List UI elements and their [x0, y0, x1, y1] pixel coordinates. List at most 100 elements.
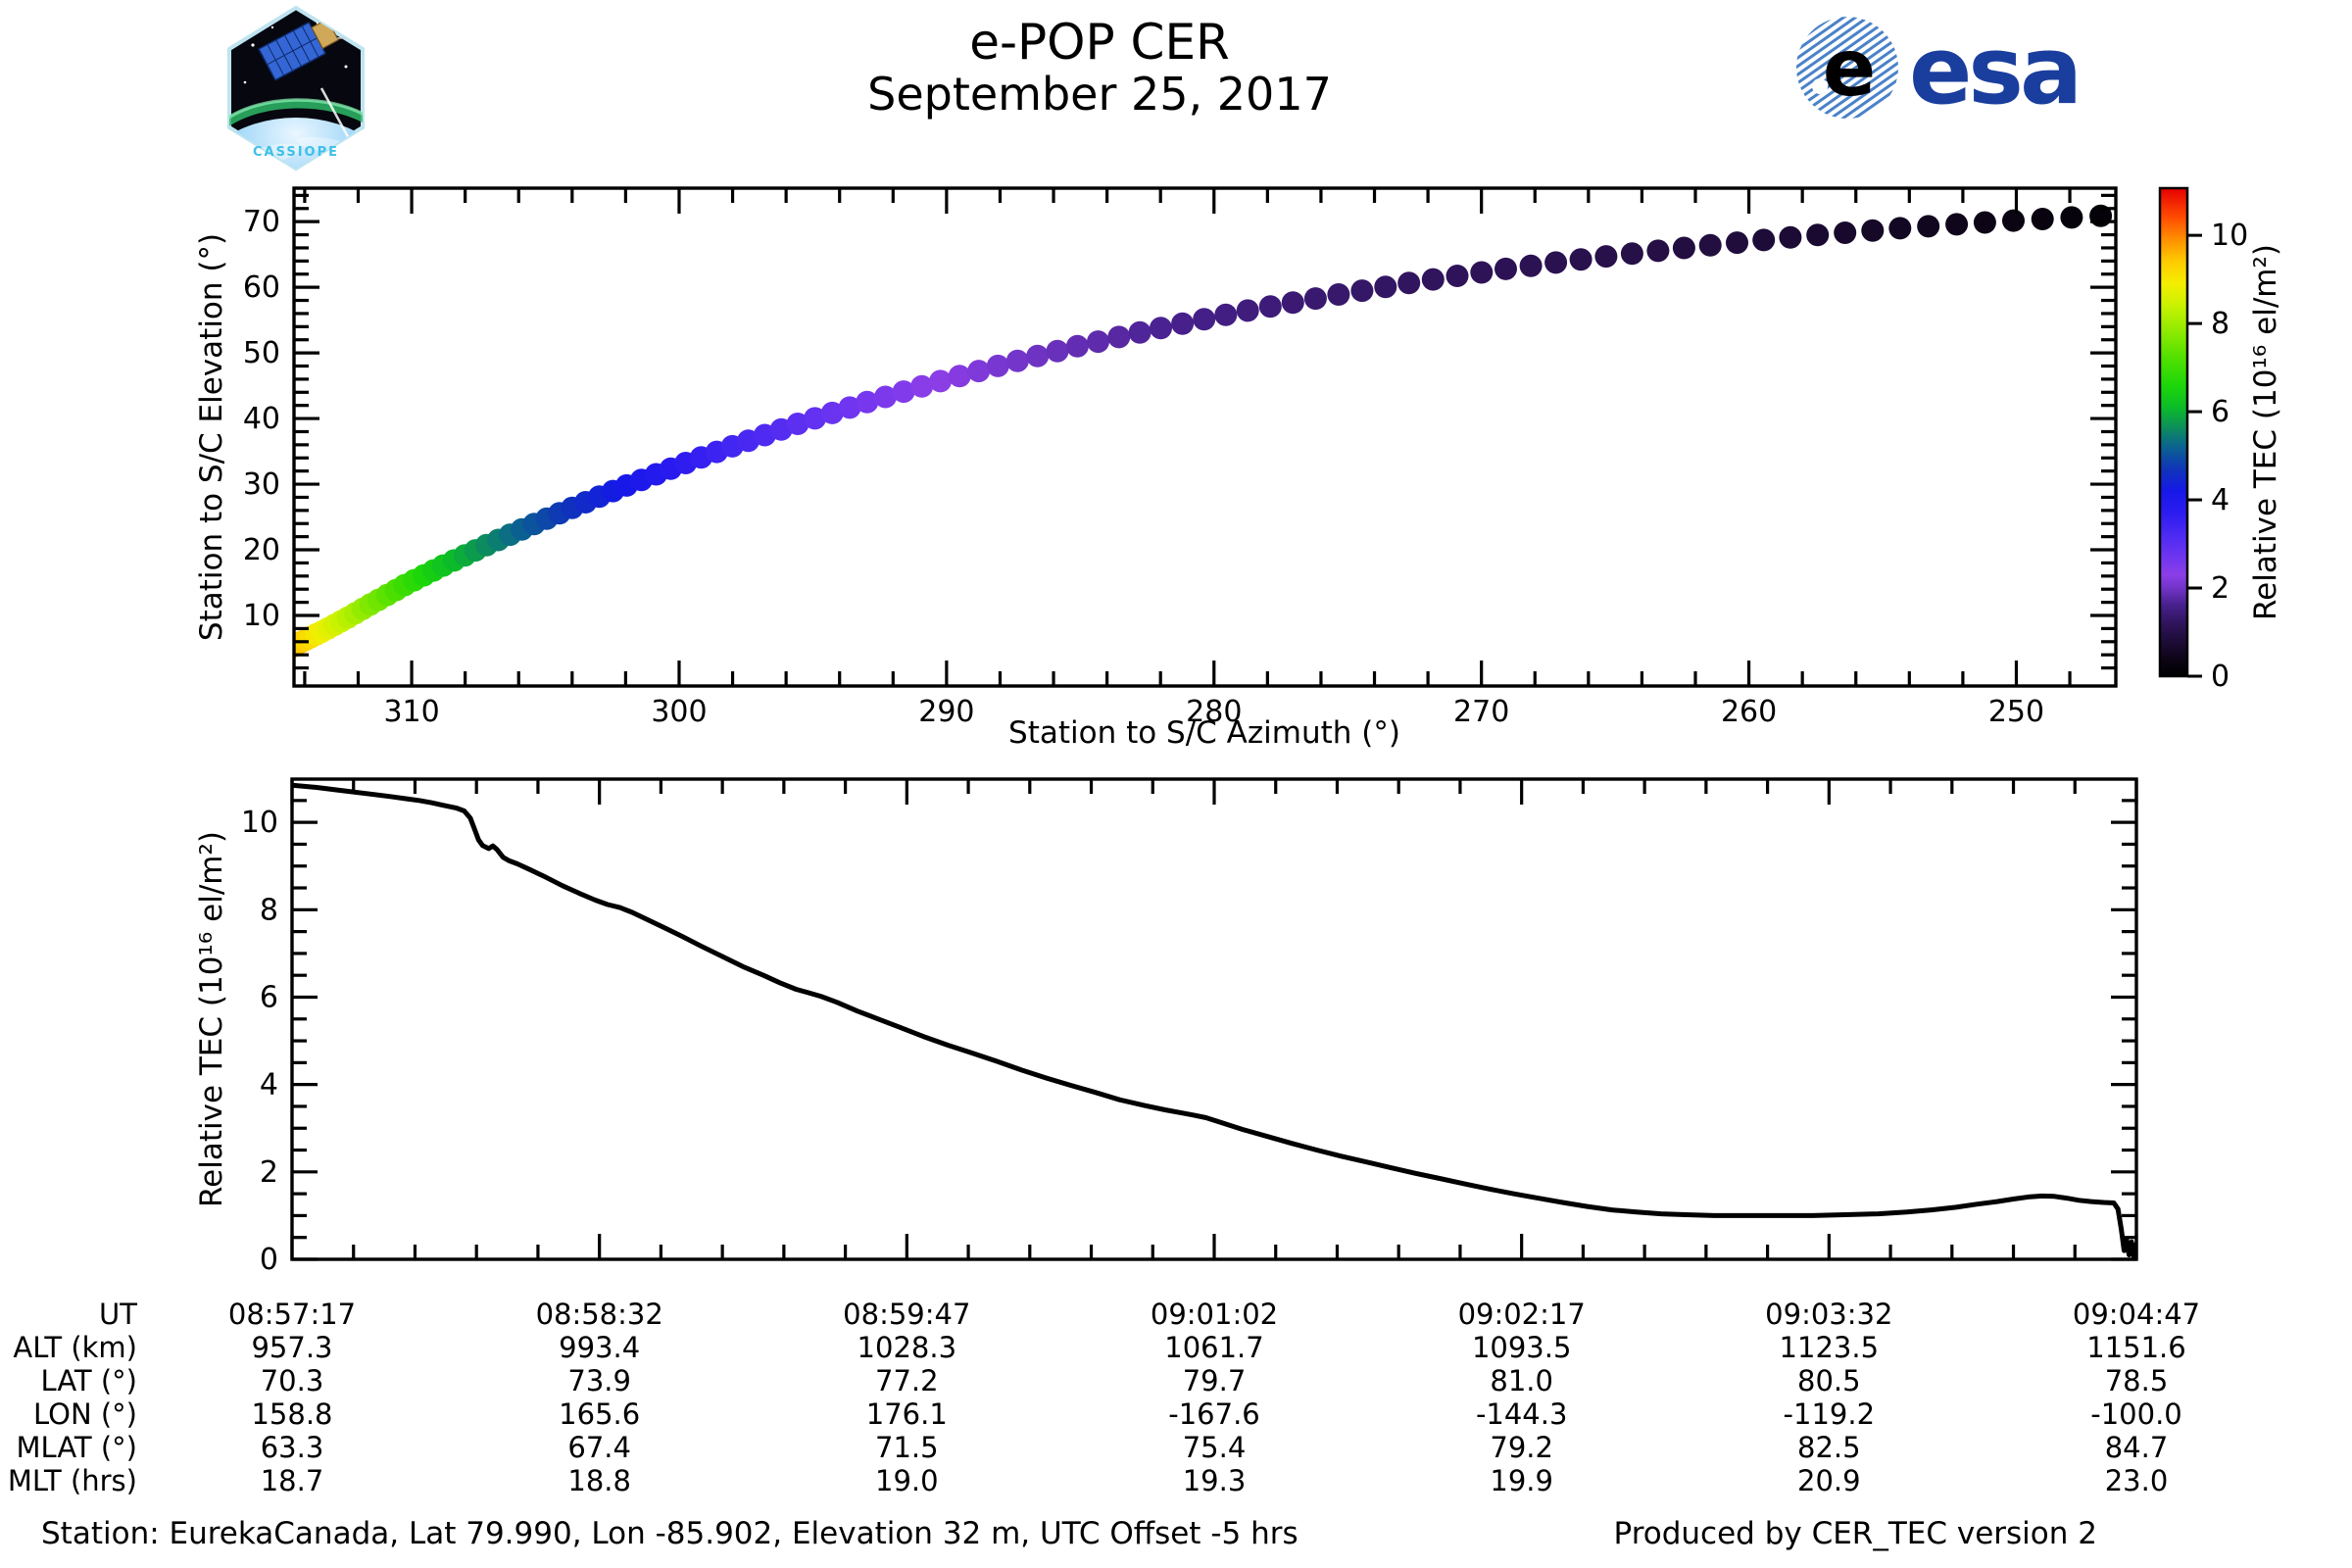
table-cell: 70.3: [261, 1364, 324, 1397]
data-point: [1350, 279, 1374, 303]
table-cell: 165.6: [559, 1397, 640, 1431]
data-point: [1888, 217, 1912, 240]
data-point: [1569, 248, 1592, 271]
colorbar-gradient: [2158, 186, 2189, 678]
data-point: [874, 385, 897, 409]
data-point: [1421, 268, 1445, 291]
tick-label: 0: [2211, 660, 2230, 694]
table-cell: 176.1: [866, 1397, 948, 1431]
data-point: [786, 413, 809, 435]
data-point: [1303, 287, 1327, 311]
table-cell: 20.9: [1797, 1464, 1861, 1497]
data-point: [1672, 236, 1695, 260]
data-point: [1150, 317, 1172, 340]
tec-time-chart: 0 2 4 6 8 10: [241, 777, 2138, 1277]
table-cell: 19.3: [1183, 1464, 1247, 1497]
tec-colorbar: 0 2 4 6 8 10: [2158, 186, 2248, 694]
tick-label: 8: [260, 893, 278, 927]
plot-frame: [292, 186, 2118, 688]
data-point: [271, 641, 294, 663]
table-cell: 67.4: [567, 1431, 631, 1464]
table-cell: -144.3: [1476, 1397, 1568, 1431]
table-cell: 81.0: [1490, 1364, 1553, 1397]
data-point: [1087, 330, 1109, 354]
table-cell: 08:59:47: [843, 1298, 970, 1331]
data-point: [1327, 283, 1350, 306]
produced-by: Produced by CER_TEC version 2: [1614, 1516, 2097, 1551]
top-x-axis-label: Station to S/C Azimuth (°): [1008, 715, 1400, 751]
table-cell: 80.5: [1797, 1364, 1861, 1397]
table-cell: -167.6: [1168, 1397, 1260, 1431]
tick-label: 6: [2211, 395, 2230, 429]
data-point: [265, 646, 287, 668]
tick-label: 290: [918, 695, 974, 729]
data-point: [1026, 344, 1050, 368]
data-point: [1374, 275, 1397, 299]
data-point: [967, 360, 991, 383]
data-point: [1973, 211, 1996, 234]
data-point: [1698, 233, 1722, 257]
tick-label: 50: [243, 336, 280, 370]
esa-logo: e esa: [1796, 17, 2082, 125]
data-point: [1171, 312, 1195, 335]
data-point: [1726, 231, 1748, 255]
table-cell: 75.4: [1183, 1431, 1247, 1464]
tick-label: 10: [241, 806, 278, 840]
data-point: [986, 354, 1009, 377]
data-point: [1107, 325, 1131, 349]
data-point: [264, 648, 286, 670]
tick-label: 40: [243, 402, 280, 436]
page-title: e-POP CER: [969, 14, 1230, 71]
table-cell: 957.3: [251, 1331, 332, 1364]
table-cell: 08:57:17: [228, 1298, 356, 1331]
table-cell: 1093.5: [1472, 1331, 1571, 1364]
data-point: [1470, 261, 1494, 284]
data-point: [1646, 239, 1670, 263]
bottom-y-axis-label: Relative TEC (10¹⁶ el/m²): [194, 831, 229, 1207]
tick-label: 250: [1988, 695, 2044, 729]
data-point: [929, 369, 953, 393]
data-point: [263, 649, 285, 671]
esa-globe-e: e: [1823, 23, 1876, 114]
table-cell: 19.0: [875, 1464, 939, 1497]
data-point: [1128, 320, 1152, 344]
data-point: [1397, 271, 1421, 295]
tick-label: 8: [2211, 307, 2230, 341]
data-point: [1065, 334, 1089, 358]
scatter-dots: [262, 204, 2113, 672]
station-info: Station: EurekaCanada, Lat 79.990, Lon -…: [41, 1516, 1298, 1551]
tick-label: 60: [243, 270, 280, 305]
data-point: [1594, 245, 1618, 269]
data-point: [267, 645, 289, 667]
data-point: [1236, 299, 1259, 322]
table-cell: 1123.5: [1780, 1331, 1879, 1364]
data-point: [1281, 291, 1304, 315]
data-point: [2031, 208, 2054, 230]
tick-label: 270: [1453, 695, 1509, 729]
table-cell: 73.9: [567, 1364, 631, 1397]
data-point: [1005, 349, 1029, 372]
data-point: [269, 643, 291, 665]
data-point: [820, 401, 844, 424]
data-point: [1861, 219, 1885, 242]
tick-label: 310: [383, 695, 439, 729]
data-point: [1046, 339, 1069, 363]
esa-wordmark: esa: [1909, 18, 2079, 125]
tick-label: 300: [651, 695, 707, 729]
table-cell: 78.5: [2105, 1364, 2169, 1397]
data-point: [1806, 223, 1830, 247]
data-point: [1193, 308, 1216, 331]
tick-label: 4: [260, 1068, 278, 1102]
tick-label: 2: [260, 1155, 278, 1190]
page-subtitle: September 25, 2017: [867, 68, 1332, 121]
tick-label: 0: [260, 1243, 278, 1277]
table-cell: 993.4: [559, 1331, 640, 1364]
tick-label: 20: [243, 533, 280, 567]
data-point: [262, 650, 284, 672]
table-row-label: LON (°): [33, 1397, 137, 1431]
data-point: [2060, 206, 2083, 229]
elevation-azimuth-chart: 310 300 290 280 270 260 250 10 20 30 40 50 60 70: [243, 186, 2118, 729]
table-cell: 08:58:32: [536, 1298, 663, 1331]
data-point: [838, 396, 861, 419]
